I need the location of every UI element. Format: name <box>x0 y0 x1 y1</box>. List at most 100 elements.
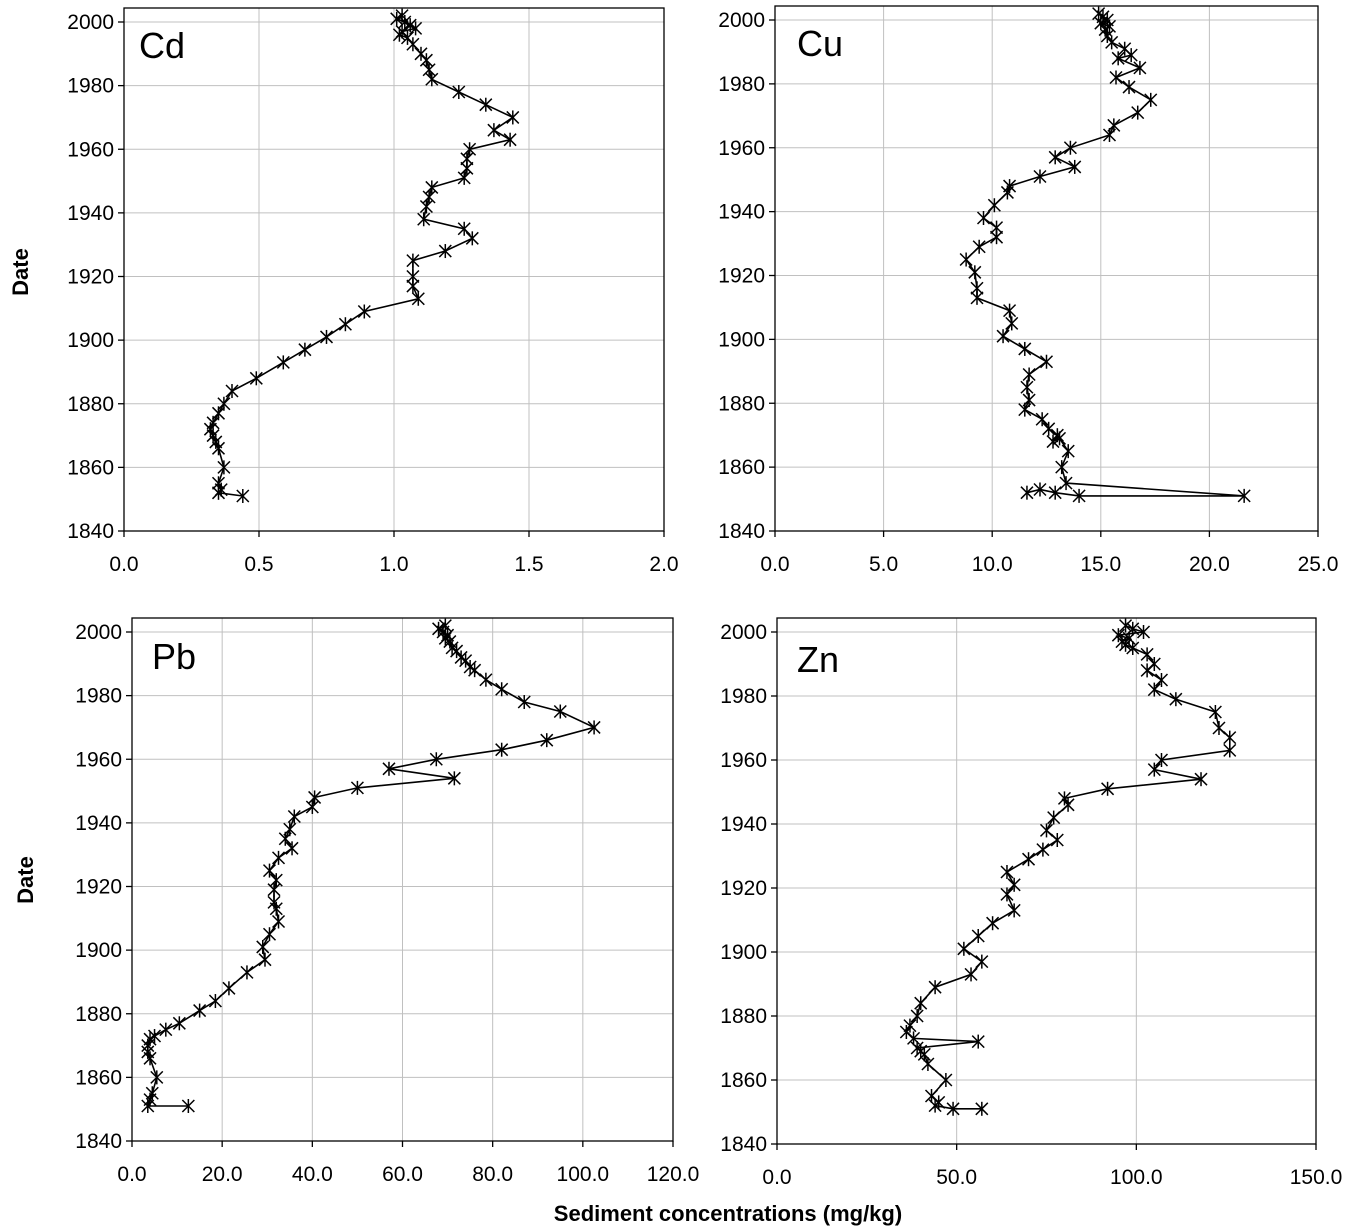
y-tick-label: 1960 <box>75 748 122 771</box>
y-tick-label: 1940 <box>67 202 114 225</box>
data-point <box>159 1022 173 1037</box>
data-point <box>1000 865 1014 879</box>
y-tick-label: 1880 <box>720 1005 767 1028</box>
data-point <box>193 1003 207 1018</box>
data-point <box>587 720 601 735</box>
y-tick-label: 1920 <box>718 265 765 288</box>
data-point <box>422 189 436 204</box>
data-point <box>1007 877 1021 892</box>
data-point <box>1101 781 1115 796</box>
data-point <box>240 965 254 980</box>
data-point <box>921 1057 935 1071</box>
data-point <box>1022 367 1036 382</box>
data-point <box>1119 618 1133 633</box>
data-point <box>968 265 982 280</box>
data-point <box>211 441 226 456</box>
data-point <box>1039 354 1054 369</box>
data-point <box>1000 887 1014 902</box>
data-point <box>1169 692 1183 707</box>
y-tick-label: 2000 <box>718 9 765 32</box>
y-tick-label: 1920 <box>75 876 122 899</box>
data-point <box>1022 852 1036 867</box>
data-point <box>463 142 477 157</box>
x-tick-label: 50.0 <box>936 1166 977 1189</box>
data-point <box>172 1016 186 1031</box>
series-line <box>209 14 515 497</box>
data-point <box>1048 485 1062 500</box>
y-axis-title-bottom: Date <box>13 856 38 904</box>
x-tick-label: 150.0 <box>1290 1166 1343 1189</box>
data-point <box>411 291 425 306</box>
plot-frame <box>776 617 1317 1145</box>
data-point <box>447 771 461 786</box>
data-point <box>1212 721 1226 735</box>
data-point <box>305 799 319 814</box>
data-point <box>986 916 1000 931</box>
chart-panel-zn: 0.0 50.0 100.0 150.0 1840 1860 1880 1900 1920 194… <box>720 617 1343 1189</box>
series-line <box>905 624 1231 1110</box>
x-tick-label: 100.0 <box>1110 1166 1163 1189</box>
data-point <box>285 841 299 856</box>
data-point <box>222 981 236 996</box>
data-point <box>357 304 371 319</box>
data-point <box>390 11 404 26</box>
data-point <box>1140 647 1154 662</box>
data-point <box>406 37 420 52</box>
y-tick-label: 1920 <box>67 266 114 289</box>
data-point <box>1154 753 1169 767</box>
data-point <box>419 53 433 68</box>
x-axis-title: Sediment concentrations (mg/kg) <box>554 1201 902 1226</box>
data-point <box>392 27 406 42</box>
data-point <box>914 996 928 1011</box>
x-tick-label: 1.0 <box>379 553 408 576</box>
data-point <box>382 761 396 776</box>
data-point <box>425 180 439 195</box>
data-point <box>990 230 1004 245</box>
data-point <box>1105 35 1119 50</box>
x-tick-label: 0.0 <box>109 553 138 576</box>
data-point <box>517 694 531 709</box>
data-point <box>1109 70 1123 85</box>
data-point <box>417 212 431 227</box>
series-line <box>965 12 1245 497</box>
y-tick-label: 1880 <box>75 1003 122 1026</box>
y-tick-label: 2000 <box>75 621 122 644</box>
chart-panel-cu: 0.0 5.0 10.0 15.0 20.0 25.0 1840 1860 1880 1900 19… <box>718 5 1338 576</box>
data-point <box>1237 488 1251 503</box>
x-tick-label: 1.5 <box>514 553 543 576</box>
data-point <box>1061 444 1075 459</box>
y-tick-label: 1840 <box>718 520 765 543</box>
data-point <box>457 170 471 185</box>
data-point <box>1144 92 1158 107</box>
data-point <box>465 231 479 246</box>
data-point <box>1033 169 1047 184</box>
data-point <box>249 371 263 386</box>
x-tick-label: 80.0 <box>472 1163 513 1186</box>
x-tick-label: 0.0 <box>117 1163 146 1186</box>
data-point <box>298 342 312 357</box>
data-point <box>1050 833 1064 847</box>
data-point <box>1147 762 1161 777</box>
data-point <box>1053 431 1067 446</box>
data-point <box>1039 823 1054 838</box>
data-point <box>487 123 501 138</box>
data-point <box>971 1034 985 1049</box>
data-point <box>1007 903 1021 918</box>
data-point <box>1005 316 1019 331</box>
x-tick-label: 0.5 <box>244 553 273 576</box>
data-point <box>211 485 226 500</box>
y-tick-label: 1840 <box>75 1130 122 1153</box>
data-point <box>972 239 986 254</box>
data-point <box>256 939 270 954</box>
data-point <box>1119 637 1133 652</box>
data-point <box>495 742 509 757</box>
panel-label: Zn <box>797 639 839 680</box>
data-point <box>271 914 286 929</box>
x-tick-label: 10.0 <box>972 553 1013 576</box>
data-point <box>553 704 567 719</box>
data-point <box>350 780 364 795</box>
y-tick-label: 1880 <box>718 392 765 415</box>
data-point <box>1223 730 1237 745</box>
data-point <box>262 927 277 942</box>
data-point <box>1124 48 1138 63</box>
